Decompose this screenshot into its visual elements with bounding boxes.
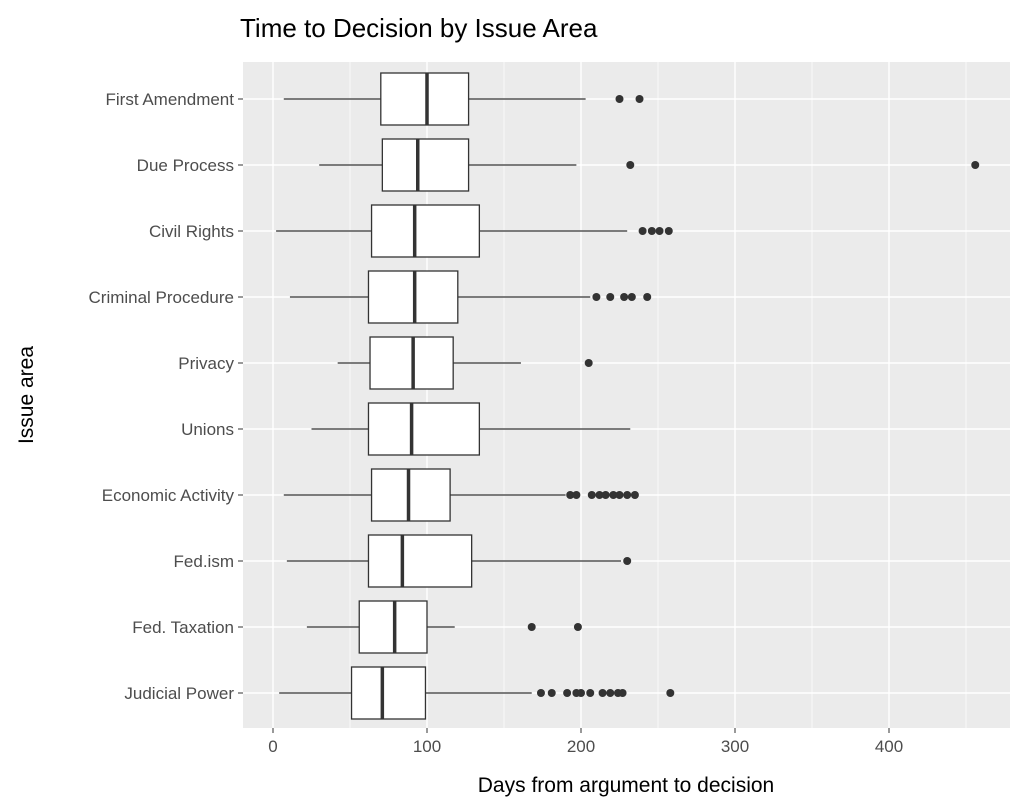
box-civil-rights xyxy=(276,204,673,258)
outlier-point xyxy=(615,95,624,103)
plot-panel xyxy=(243,62,1010,728)
chart-title: Time to Decision by Issue Area xyxy=(240,13,598,43)
outlier-point xyxy=(606,293,615,301)
outlier-point xyxy=(563,689,572,697)
outlier-point xyxy=(635,95,644,103)
y-tick-label: Judicial Power xyxy=(124,684,234,703)
box-fed-ism xyxy=(286,534,632,588)
outlier-point xyxy=(598,689,607,697)
outlier-point xyxy=(609,491,618,499)
y-tick-label: Unions xyxy=(181,420,234,439)
outlier-point xyxy=(643,293,652,301)
box-iqr xyxy=(367,402,481,456)
outlier-point xyxy=(971,161,980,169)
outlier-point xyxy=(626,161,635,169)
y-tick-label: Fed. Taxation xyxy=(132,618,234,637)
x-tick-label: 400 xyxy=(875,737,903,756)
x-ticks: 0 100 200 300 400 xyxy=(268,728,903,756)
box-judicial-power xyxy=(279,666,675,720)
y-tick-label: Privacy xyxy=(178,354,234,373)
y-tick-label: Fed.ism xyxy=(174,552,234,571)
outlier-point xyxy=(655,227,664,235)
outlier-point xyxy=(572,491,581,499)
outlier-point xyxy=(615,491,624,499)
x-tick-label: 0 xyxy=(268,737,277,756)
box-privacy xyxy=(337,336,593,390)
outlier-point xyxy=(606,689,615,697)
box-iqr xyxy=(380,72,470,126)
outlier-point xyxy=(577,689,585,697)
y-tick-label: Criminal Procedure xyxy=(89,288,235,307)
box-due-process xyxy=(319,138,980,192)
outlier-point xyxy=(573,623,582,631)
box-iqr xyxy=(350,666,427,720)
box-iqr xyxy=(367,534,473,588)
x-axis-label: Days from argument to decision xyxy=(478,774,774,797)
box-iqr xyxy=(370,468,451,522)
outlier-point xyxy=(566,491,575,499)
outlier-point xyxy=(601,491,610,499)
y-tick-label: Economic Activity xyxy=(102,486,235,505)
outlier-point xyxy=(630,491,639,499)
outlier-point xyxy=(527,623,536,631)
outlier-point xyxy=(584,359,593,367)
box-criminal-procedure xyxy=(289,270,652,324)
outlier-point xyxy=(618,689,627,697)
outlier-point xyxy=(638,227,647,235)
outlier-point xyxy=(592,293,601,301)
boxes xyxy=(276,72,980,720)
x-tick-label: 100 xyxy=(413,737,441,756)
y-tick-label: Civil Rights xyxy=(149,222,234,241)
box-first-amendment xyxy=(283,72,644,126)
outlier-point xyxy=(620,293,629,301)
x-tick-label: 200 xyxy=(567,737,595,756)
box-fed-taxation xyxy=(306,600,582,654)
outlier-point xyxy=(664,227,673,235)
outlier-point xyxy=(587,491,596,499)
box-iqr xyxy=(370,204,481,258)
box-economic-activity xyxy=(283,468,639,522)
box-iqr xyxy=(381,138,470,192)
outlier-point xyxy=(623,557,632,565)
outlier-point xyxy=(666,689,675,697)
outlier-point xyxy=(647,227,656,235)
y-tick-label: Due Process xyxy=(137,156,234,175)
box-unions xyxy=(311,402,631,456)
outlier-point xyxy=(627,293,636,301)
outlier-point xyxy=(586,689,595,697)
x-tick-label: 300 xyxy=(721,737,749,756)
y-tick-label: First Amendment xyxy=(106,90,235,109)
outlier-point xyxy=(536,689,545,697)
outlier-point xyxy=(547,689,556,697)
y-ticks: First Amendment Due Process Civil Rights Cr… xyxy=(89,90,243,703)
outlier-point xyxy=(623,491,632,499)
outlier-point xyxy=(595,491,604,499)
y-axis-label: Issue area xyxy=(15,346,38,444)
